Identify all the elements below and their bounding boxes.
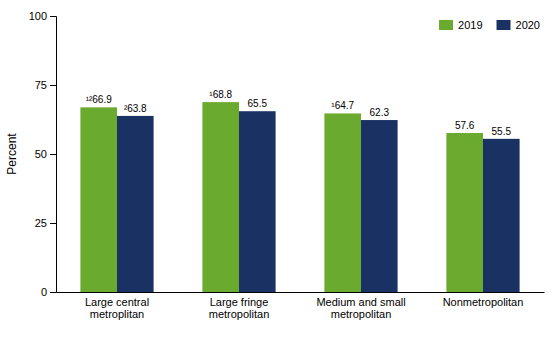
plot: ¹²66.9 ¹68.8 ¹64.7 57.6 ²63.8 65.5 62.3 55.5 0 25… — [29, 10, 545, 320]
legend-item: 2020 — [497, 19, 540, 31]
tick-mark — [50, 154, 56, 155]
tick: 25 — [35, 217, 56, 229]
tick-label: Nonmetropolitan — [443, 296, 524, 308]
legend-item: 2019 — [439, 19, 482, 31]
legend-swatch — [497, 20, 511, 30]
bar — [202, 102, 239, 292]
axis-line — [50, 17, 57, 293]
chart: ¹²66.9 ¹68.8 ¹64.7 57.6 ²63.8 65.5 62.3 55.5 0 25… — [0, 0, 560, 340]
data-label: ¹²66.9 — [86, 94, 113, 105]
axis-line — [57, 292, 545, 293]
tick-mark — [50, 292, 56, 293]
tick: 100 — [29, 10, 56, 22]
tick-label: 25 — [35, 217, 47, 229]
tick: 75 — [35, 79, 56, 91]
bar — [324, 113, 361, 292]
tick-mark — [50, 223, 56, 224]
tick-label: 100 — [29, 10, 47, 22]
tick-label: 75 — [35, 79, 47, 91]
legend-label: 2019 — [458, 19, 482, 31]
tick-mark — [50, 16, 56, 17]
tick-label: Large centralmetroplitan — [85, 296, 149, 321]
tick-label: 50 — [35, 148, 47, 160]
tick: 0 — [41, 286, 56, 298]
tick: Medium and smallmetropolitan — [316, 296, 405, 321]
data-label: 55.5 — [492, 126, 512, 137]
legend-label: 2020 — [516, 19, 540, 31]
tick: 50 — [35, 148, 56, 160]
data-label: ¹68.8 — [209, 89, 232, 100]
bar — [239, 111, 276, 292]
tick: Large centralmetroplitan — [85, 296, 149, 321]
legend: 2019 2020 — [439, 19, 540, 31]
data-label: 62.3 — [370, 107, 390, 118]
tick-label: Medium and smallmetropolitan — [316, 296, 405, 321]
x-axis: Large centralmetroplitan Large fringemetr… — [57, 293, 545, 321]
y-axis: 0 25 50 75 100 — [29, 10, 57, 298]
bar — [80, 107, 117, 292]
tick-mark — [50, 85, 56, 86]
tick-label: 0 — [41, 286, 47, 298]
axis-title: Percent — [5, 133, 19, 175]
data-label: 57.6 — [455, 120, 475, 131]
bar — [361, 120, 398, 292]
bar — [117, 116, 154, 292]
bar — [446, 133, 483, 292]
data-label: ¹64.7 — [331, 100, 354, 111]
bars — [80, 102, 519, 292]
data-labels: ¹²66.9 ¹68.8 ¹64.7 57.6 ²63.8 65.5 62.3 55.5 — [86, 89, 512, 137]
tick: Nonmetropolitan — [443, 296, 524, 308]
data-label: 65.5 — [248, 98, 268, 109]
tick-label: Large fringemetropolitan — [209, 296, 270, 321]
tick: Large fringemetropolitan — [209, 296, 270, 321]
data-label: ²63.8 — [124, 103, 147, 114]
legend-swatch — [439, 20, 453, 30]
bar — [483, 139, 520, 292]
